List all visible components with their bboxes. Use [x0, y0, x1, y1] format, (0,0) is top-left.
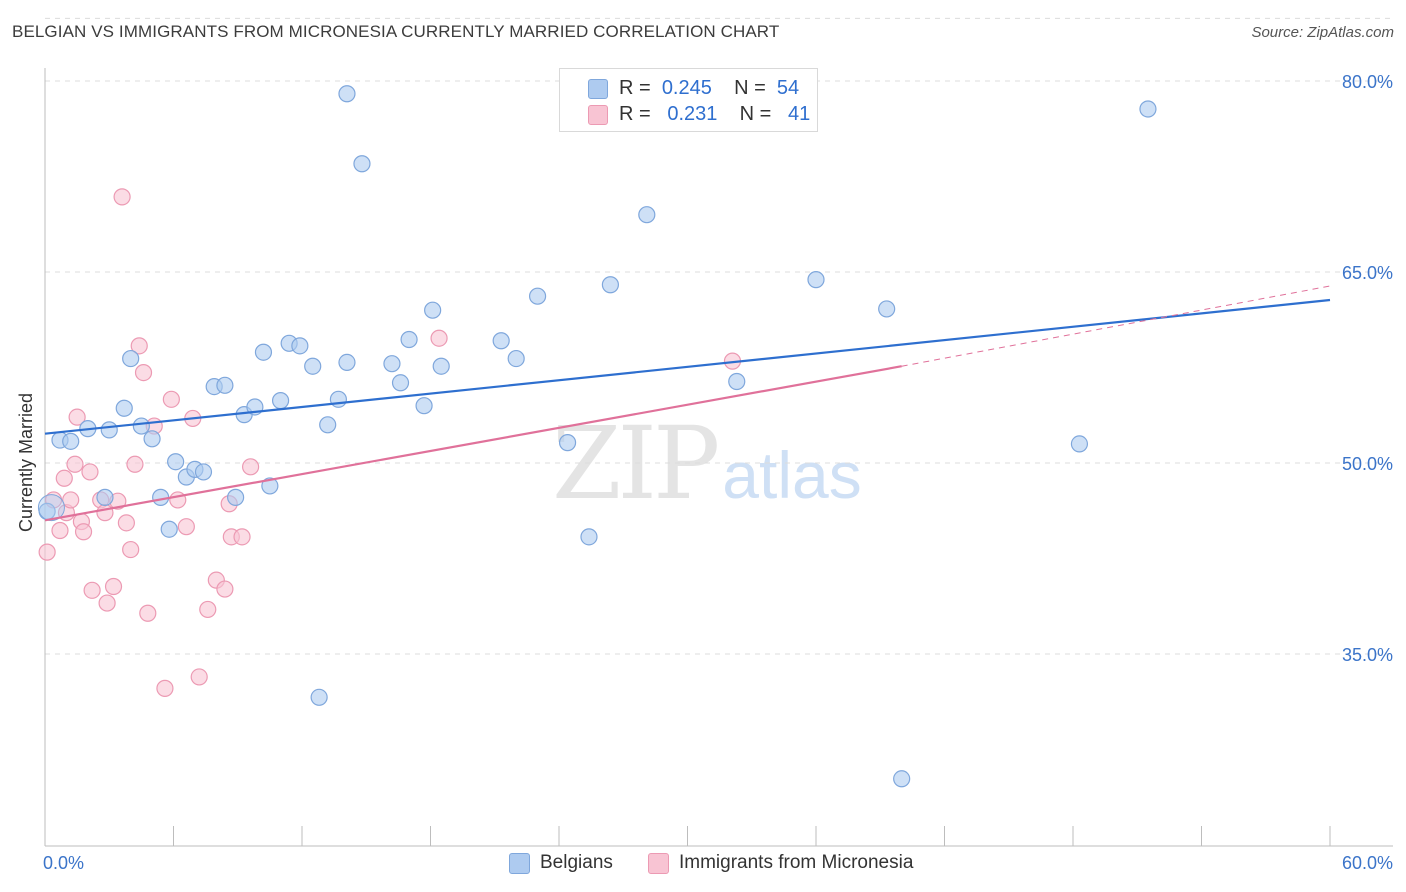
- micronesia-point: [199, 600, 217, 619]
- legend-stats-micronesia: R = 0.231 N = 41: [619, 103, 811, 125]
- belgians-point: [1070, 435, 1089, 453]
- watermark: ZIPatlas: [552, 405, 862, 522]
- belgians-point: [160, 520, 178, 538]
- belgians-point: [62, 432, 80, 450]
- micronesia-point: [130, 337, 148, 355]
- y-tick-label: 80.0%: [1342, 72, 1393, 92]
- belgians-point: [271, 392, 290, 410]
- chart-title: BELGIAN VS IMMIGRANTS FROM MICRONESIA CU…: [12, 22, 780, 41]
- belgians-point: [319, 416, 337, 434]
- micronesia-point: [66, 455, 84, 473]
- belgians-point: [638, 206, 656, 224]
- belgians-point: [400, 330, 418, 349]
- micronesia-point: [190, 668, 208, 686]
- belgians-point: [893, 770, 911, 788]
- micronesia-point: [68, 408, 86, 426]
- belgians-point: [304, 357, 322, 375]
- micronesia-point: [98, 594, 116, 612]
- belgians-point: [194, 463, 213, 481]
- belgians-point: [528, 287, 547, 305]
- micronesia-point: [104, 577, 123, 596]
- x-tick-label-min: 0.0%: [43, 853, 84, 873]
- micronesia-point: [74, 523, 93, 541]
- y-tick-label: 35.0%: [1342, 645, 1393, 665]
- belgians-point: [507, 349, 525, 368]
- belgians-point: [353, 155, 371, 173]
- micronesia-point: [156, 679, 174, 697]
- x-tick-label-max: 60.0%: [1342, 853, 1393, 873]
- belgians-point: [100, 421, 118, 439]
- micronesia-point: [134, 363, 153, 382]
- micronesia-point: [96, 504, 114, 522]
- micronesia-point: [51, 521, 69, 540]
- micronesia-point: [177, 518, 195, 536]
- micronesia-point: [216, 580, 234, 598]
- micronesia-point: [83, 581, 101, 599]
- y-tick-label: 50.0%: [1342, 454, 1393, 474]
- belgians-point: [291, 337, 309, 355]
- belgians-point: [432, 357, 450, 375]
- bottom-legend-label-belgians: Belgians: [540, 852, 613, 873]
- belgians-point: [601, 276, 620, 294]
- micronesia-point: [162, 390, 180, 408]
- belgians-point: [878, 300, 896, 318]
- y-tick-label: 65.0%: [1342, 263, 1393, 283]
- stats-legend: R = 0.245 N = 54 R = 0.231 N = 41: [559, 68, 818, 132]
- micronesia-trendline-extension: [901, 285, 1331, 367]
- belgians-point: [558, 434, 577, 452]
- micronesia-point: [117, 514, 135, 532]
- legend-stats-belgians: R = 0.245 N = 54: [619, 77, 800, 99]
- micronesia-point: [126, 455, 144, 473]
- belgians-point: [115, 399, 133, 417]
- belgians-point: [338, 85, 356, 103]
- bottom-legend-swatch-belgians: [509, 853, 530, 874]
- legend-swatch-belgians: [588, 79, 608, 99]
- y-axis-label: Currently Married: [16, 392, 36, 532]
- belgians-trendline: [44, 298, 1331, 435]
- source-label: Source: ZipAtlas.com: [1251, 24, 1394, 41]
- micronesia-point: [55, 469, 73, 487]
- micronesia-point: [430, 329, 448, 347]
- belgians-point: [261, 477, 279, 495]
- belgians-point: [1139, 100, 1157, 118]
- micronesia-point: [62, 491, 80, 509]
- micronesia-point: [113, 188, 131, 206]
- belgians-point: [96, 488, 114, 506]
- belgians-point: [728, 372, 746, 391]
- micronesia-point: [38, 543, 56, 561]
- belgians-point: [391, 374, 410, 392]
- belgians-point: [216, 376, 234, 394]
- belgians-point: [338, 353, 356, 372]
- belgians-point: [254, 343, 273, 361]
- belgians-point: [329, 390, 348, 408]
- micronesia-point: [233, 528, 251, 546]
- belgians-point: [132, 417, 150, 435]
- belgians-point: [227, 488, 245, 506]
- micronesia-point: [139, 604, 157, 622]
- belgians-point: [492, 332, 510, 350]
- belgians-point: [415, 397, 433, 415]
- bottom-legend-label-micronesia: Immigrants from Micronesia: [679, 852, 914, 873]
- belgians-point: [580, 528, 598, 546]
- micronesia-trendline: [44, 365, 902, 522]
- legend-swatch-micronesia: [588, 105, 608, 125]
- belgians-point: [167, 453, 185, 471]
- bottom-legend-swatch-micronesia: [648, 853, 669, 874]
- micronesia-point: [81, 463, 99, 481]
- micronesia-point: [242, 458, 260, 476]
- belgians-point: [122, 349, 140, 368]
- belgians-point: [143, 430, 161, 448]
- belgians-point: [310, 688, 328, 706]
- belgians-point: [383, 355, 401, 373]
- micronesia-point: [122, 540, 140, 559]
- belgians-point: [807, 271, 825, 289]
- belgians-point: [37, 494, 65, 522]
- watermark-atlas: atlas: [722, 438, 862, 512]
- belgians-point: [424, 301, 442, 319]
